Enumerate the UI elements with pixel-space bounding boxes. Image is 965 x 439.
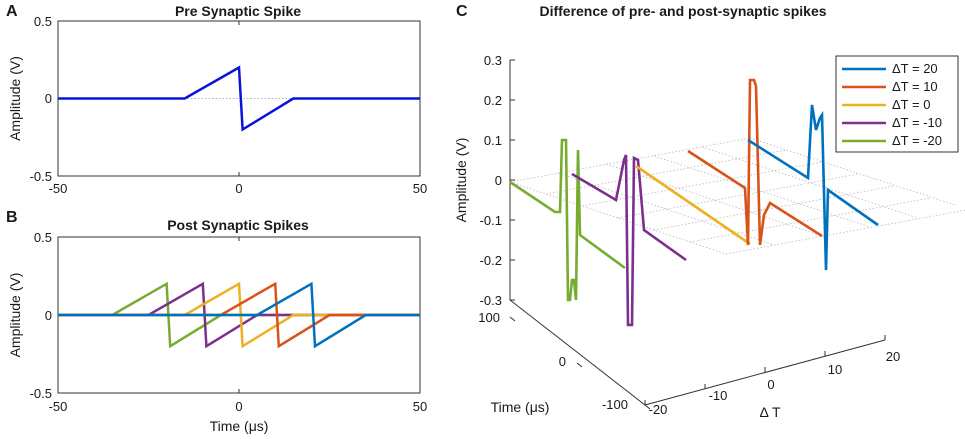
panel-c-deltat-tick-0: 0	[767, 377, 774, 392]
panel-c-ztick-0: 0.3	[484, 53, 502, 68]
panel-b-ytick-bottom: -0.5	[30, 386, 52, 401]
panel-a-xtick-left: -50	[49, 181, 68, 196]
panel-c-deltat-tick-neg20: -20	[649, 402, 668, 417]
difference-trace-0	[509, 138, 626, 302]
panel-c-time-label: Time (μs)	[491, 399, 550, 415]
panel-c-deltat-tick-neg10: -10	[709, 388, 728, 403]
panel-c-time-ticks	[509, 316, 651, 410]
legend-label-1: ΔT = 10	[892, 79, 938, 94]
panel-c-deltat-tick-20: 20	[886, 349, 900, 364]
panel-b-xtick-mid: 0	[235, 399, 242, 414]
panel-b: B Post Synaptic Spikes 0.5 0 -0.5 -50 0 …	[6, 209, 427, 434]
panel-c-time-tick-100: 100	[478, 310, 500, 325]
panel-b-xtick-left: -50	[49, 399, 68, 414]
panel-b-label: B	[6, 209, 18, 226]
difference-trace-1	[571, 154, 687, 327]
panel-c-ztick-5: -0.2	[480, 253, 502, 268]
panel-a-label: A	[6, 3, 18, 20]
panel-c-zticks	[510, 59, 515, 301]
legend-label-2: ΔT = 0	[892, 97, 930, 112]
panel-c-ztick-6: -0.3	[480, 293, 502, 308]
difference-trace-4	[747, 104, 879, 271]
panel-a: A Pre Synaptic Spike 0.5 0 -0.5 -50 0 50…	[6, 3, 427, 196]
panel-b-xlabel: Time (μs)	[210, 418, 269, 434]
panel-a-xtick-right: 50	[413, 181, 427, 196]
panel-c-deltat-label: Δ T	[759, 404, 780, 420]
panel-c-label: C	[456, 3, 468, 20]
series-line-0	[58, 65, 420, 132]
panel-c: C Difference of pre- and post-synaptic s…	[453, 3, 965, 420]
panel-c-deltat-ticks	[644, 335, 886, 405]
panel-b-ylabel: Amplitude (V)	[7, 273, 23, 358]
panel-a-plot-area	[58, 65, 420, 132]
panel-c-title: Difference of pre- and post-synaptic spi…	[539, 3, 826, 19]
panel-a-ytick-mid: 0	[45, 91, 52, 106]
panel-c-deltat-tick-10: 10	[828, 362, 842, 377]
panel-b-ytick-top: 0.5	[34, 230, 52, 245]
panel-a-xtick-mid: 0	[235, 181, 242, 196]
panel-a-ytick-top: 0.5	[34, 14, 52, 29]
panel-a-ylabel: Amplitude (V)	[7, 56, 23, 141]
panel-c-zero-plane-grid	[509, 137, 965, 255]
difference-trace-3	[687, 78, 823, 246]
panel-b-title: Post Synaptic Spikes	[167, 217, 309, 233]
difference-trace-2	[635, 164, 751, 246]
panel-c-ztick-3: 0	[495, 173, 502, 188]
panel-b-xtick-right: 50	[413, 399, 427, 414]
panel-c-time-tick-0: 0	[559, 354, 566, 369]
panel-c-traces	[509, 78, 879, 327]
legend-label-3: ΔT = -10	[892, 115, 942, 130]
post-spike-line-4	[58, 281, 420, 349]
panel-c-legend: ΔT = 20 ΔT = 10 ΔT = 0 ΔT = -10 ΔT = -20	[835, 55, 959, 153]
panel-c-ztick-2: 0.1	[484, 133, 502, 148]
panel-a-ytick-bottom: -0.5	[30, 169, 52, 184]
panel-b-plot-area	[58, 281, 420, 349]
panel-c-ztick-1: 0.2	[484, 93, 502, 108]
panel-b-ytick-mid: 0	[45, 308, 52, 323]
panel-c-time-tick-neg100: -100	[602, 397, 628, 412]
panel-c-zlabel: Amplitude (V)	[453, 138, 469, 223]
legend-label-4: ΔT = -20	[892, 133, 942, 148]
panel-c-ztick-4: -0.1	[480, 213, 502, 228]
panel-a-title: Pre Synaptic Spike	[175, 3, 301, 19]
legend-label-0: ΔT = 20	[892, 61, 938, 76]
